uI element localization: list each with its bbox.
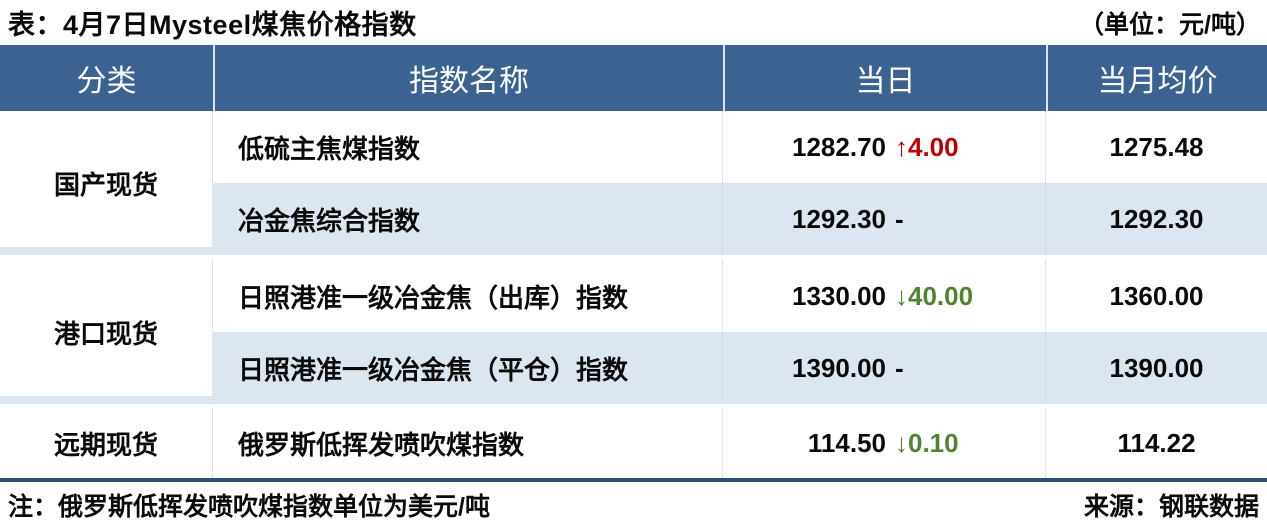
index-name-cell: 俄罗斯低挥发喷吹煤指数 bbox=[213, 409, 723, 478]
monthly-avg-cell: 1292.30 bbox=[1109, 203, 1204, 234]
index-name-cell: 低硫主焦煤指数 bbox=[213, 111, 723, 183]
today-cell: 1282.70 ↑4.00 bbox=[723, 111, 1046, 183]
category-cell: 港口现货 bbox=[0, 260, 213, 404]
header-cell-category: 分类 bbox=[76, 65, 137, 98]
category-cell: 远期现货 bbox=[0, 409, 213, 478]
monthly-avg-cell: 1275.48 bbox=[1109, 131, 1204, 162]
today-cell: 1390.00 - bbox=[723, 332, 1046, 404]
monthly-avg-cell: 114.22 bbox=[1117, 428, 1196, 458]
today-cell: 1292.30 - bbox=[723, 183, 1046, 255]
today-value: 1330.00 bbox=[792, 280, 886, 311]
table-group-port: 港口现货 日照港准一级冶金焦（出库）指数 1330.00 ↓40.00 1360… bbox=[0, 260, 1267, 404]
today-cell: 114.50 ↓0.10 bbox=[723, 409, 1046, 478]
header-cell-index-name: 指数名称 bbox=[213, 45, 723, 111]
group-separator bbox=[0, 404, 1267, 409]
table-bottom-divider bbox=[0, 478, 1267, 482]
table-row: 俄罗斯低挥发喷吹煤指数 114.50 ↓0.10 114.22 bbox=[213, 409, 1267, 478]
group-separator bbox=[0, 255, 1267, 260]
today-value: 1292.30 bbox=[792, 203, 886, 234]
monthly-avg-cell: 1390.00 bbox=[1109, 352, 1204, 383]
change-down-value: ↓40.00 bbox=[895, 280, 974, 311]
footnote: 注：俄罗斯低挥发喷吹煤指数单位为美元/吨 bbox=[8, 492, 490, 521]
footer-bar: 注：俄罗斯低挥发喷吹煤指数单位为美元/吨 来源：钢联数据 bbox=[0, 482, 1267, 531]
change-flat-value: - bbox=[895, 352, 904, 383]
today-value: 1282.70 bbox=[792, 131, 886, 162]
change-up-value: ↑4.00 bbox=[895, 131, 959, 162]
table-header-row: 分类 指数名称 当日 当月均价 bbox=[0, 45, 1267, 111]
index-name-cell: 冶金焦综合指数 bbox=[213, 183, 723, 255]
category-cell: 国产现货 bbox=[0, 111, 213, 255]
change-flat-value: - bbox=[895, 203, 904, 234]
title-bar: 表：4月7日Mysteel煤焦价格指数 （单位：元/吨） bbox=[0, 0, 1267, 45]
index-name-cell: 日照港准一级冶金焦（出库）指数 bbox=[213, 260, 723, 332]
unit-label: （单位：元/吨） bbox=[1079, 10, 1261, 39]
data-source: 来源：钢联数据 bbox=[1083, 492, 1259, 521]
page-title: 表：4月7日Mysteel煤焦价格指数 bbox=[8, 10, 417, 40]
today-value: 1390.00 bbox=[792, 352, 886, 383]
table-row: 冶金焦综合指数 1292.30 - 1292.30 bbox=[213, 183, 1267, 255]
change-down-value: ↓0.10 bbox=[895, 428, 959, 458]
table-row: 日照港准一级冶金焦（出库）指数 1330.00 ↓40.00 1360.00 bbox=[213, 260, 1267, 332]
table-group-forward: 远期现货 俄罗斯低挥发喷吹煤指数 114.50 ↓0.10 114.22 bbox=[0, 409, 1267, 478]
table-group-domestic: 国产现货 低硫主焦煤指数 1282.70 ↑4.00 1275.48 冶金焦综合… bbox=[0, 111, 1267, 255]
today-cell: 1330.00 ↓40.00 bbox=[723, 260, 1046, 332]
monthly-avg-cell: 1360.00 bbox=[1109, 280, 1204, 311]
table-row: 日照港准一级冶金焦（平仓）指数 1390.00 - 1390.00 bbox=[213, 332, 1267, 404]
header-cell-monthly-avg: 当月均价 bbox=[1046, 45, 1267, 111]
today-value: 114.50 bbox=[807, 428, 886, 458]
table-row: 低硫主焦煤指数 1282.70 ↑4.00 1275.48 bbox=[213, 111, 1267, 183]
header-cell-today: 当日 bbox=[723, 45, 1046, 111]
index-name-cell: 日照港准一级冶金焦（平仓）指数 bbox=[213, 332, 723, 404]
